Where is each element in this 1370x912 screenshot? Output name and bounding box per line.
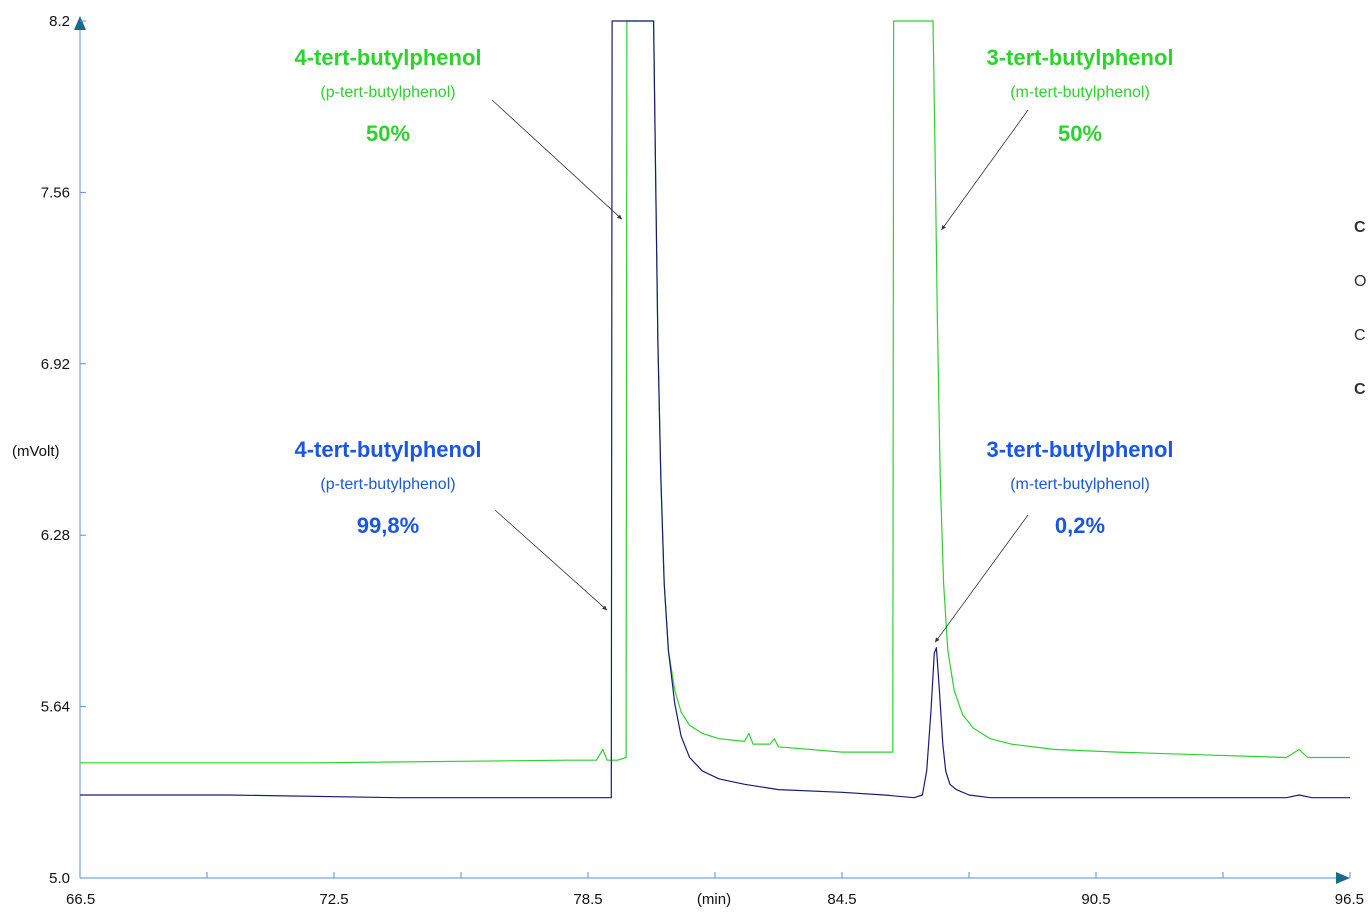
peak-annotation-2: 3-tert-butylphenol (m-tert-butylphenol) 50… [941, 45, 1174, 231]
peak-annotation-3: 4-tert-butylphenol (p-tert-butylphenol) 99… [295, 437, 608, 611]
annotations-group: 4-tert-butylphenol (p-tert-butylphenol) 50… [295, 45, 1174, 643]
y-tick-label: 7.56 [41, 184, 70, 201]
annotation-leader-line [494, 509, 608, 611]
peak-alt-name: (m-tert-butylphenol) [1010, 84, 1150, 101]
annotation-leader-line [934, 514, 1029, 643]
x-tick-label: 66.5 [66, 891, 95, 908]
x-tick-label: 78.5 [573, 891, 602, 908]
x-ticks: 66.5 72.5 78.5 84.5 90.5 96.5 [66, 872, 1364, 908]
y-axis-label: (mVolt) [12, 443, 60, 460]
y-tick-label: 5.64 [41, 699, 70, 716]
peak-annotation-1: 4-tert-butylphenol (p-tert-butylphenol) 50… [295, 45, 623, 220]
annotation-arrowhead [617, 214, 622, 220]
peak-percentage: 99,8% [357, 513, 419, 538]
side-labels: C O C C [1354, 219, 1366, 398]
peak-annotation-4: 3-tert-butylphenol (m-tert-butylphenol) 0,… [934, 437, 1174, 643]
y-tick-label: 6.28 [41, 527, 70, 544]
y-tick-label: 6.92 [41, 356, 70, 373]
y-tick-label: 5.0 [49, 870, 70, 887]
side-legend-label: C [1354, 381, 1366, 398]
x-axis-arrow [1336, 872, 1350, 884]
x-axis-label: (min) [697, 891, 731, 908]
y-axis-arrow [74, 16, 86, 30]
peak-name: 4-tert-butylphenol [295, 437, 482, 462]
x-tick-label: 72.5 [319, 891, 348, 908]
peak-percentage: 50% [1058, 121, 1102, 146]
annotation-leader-line [941, 109, 1029, 231]
annotation-arrowhead [602, 605, 608, 611]
series-group [80, 20, 1350, 799]
annotation-leader-line [491, 99, 623, 220]
y-tick-label: 8.2 [49, 13, 70, 30]
series-line-2 [80, 20, 1350, 799]
peak-percentage: 50% [366, 121, 410, 146]
x-tick-label: 90.5 [1081, 891, 1110, 908]
side-legend-label: C [1354, 219, 1366, 236]
x-tick-label: 84.5 [827, 891, 856, 908]
peak-name: 4-tert-butylphenol [295, 45, 482, 70]
peak-name: 3-tert-butylphenol [987, 45, 1174, 70]
annotation-arrowhead [941, 225, 946, 230]
side-legend-label: C [1354, 327, 1366, 344]
axes: (mVolt) (min) [12, 16, 1350, 908]
peak-alt-name: (p-tert-butylphenol) [320, 476, 455, 493]
peak-alt-name: (m-tert-butylphenol) [1010, 476, 1150, 493]
peak-alt-name: (p-tert-butylphenol) [320, 84, 455, 101]
peak-percentage: 0,2% [1055, 513, 1105, 538]
x-tick-label: 96.5 [1335, 891, 1364, 908]
side-legend-label: O [1354, 273, 1366, 290]
peak-name: 3-tert-butylphenol [987, 437, 1174, 462]
series-line-1 [80, 20, 1350, 764]
y-ticks: 5.0 5.64 6.28 6.92 7.56 8.2 [41, 13, 86, 887]
annotation-arrowhead [935, 637, 940, 643]
